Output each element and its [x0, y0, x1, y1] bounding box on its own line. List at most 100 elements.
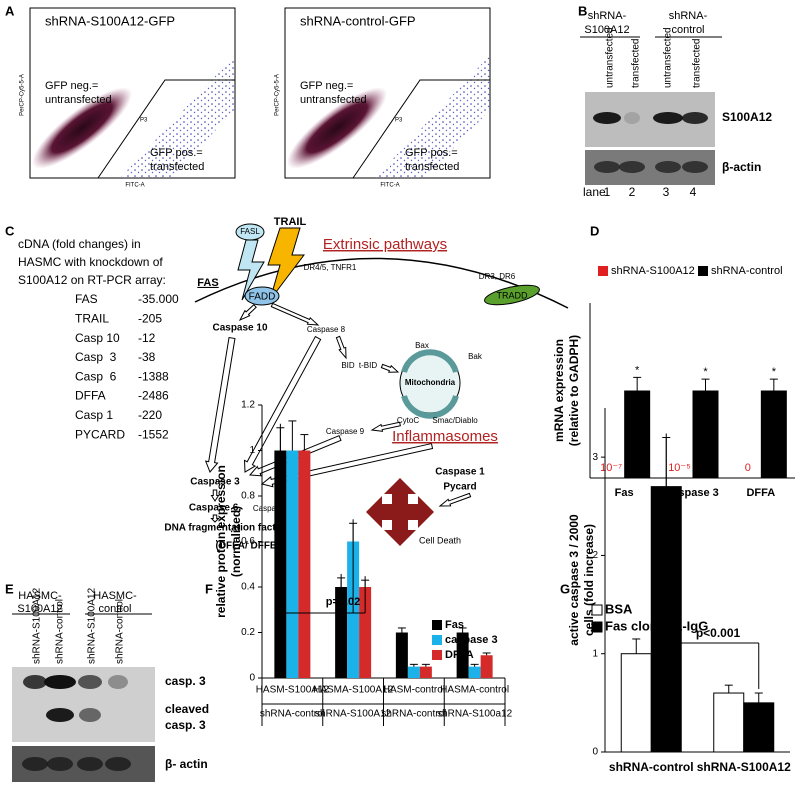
- gate: [352, 79, 490, 179]
- annotation: transfected: [150, 161, 204, 173]
- x-tick-label: shRNA-control: [381, 709, 446, 720]
- gene: Casp 10: [75, 331, 120, 345]
- annotation: GFP pos.=: [405, 147, 458, 159]
- band: [594, 161, 620, 173]
- legend-label: Fas clone 11-IgG: [605, 618, 708, 633]
- bar: [468, 666, 481, 678]
- pathway-label: Pycard: [443, 482, 476, 493]
- x-tick-label: Fas: [615, 487, 634, 499]
- legend-label: caspase 3: [445, 634, 498, 646]
- panel-label: E: [5, 581, 14, 596]
- arrow: [210, 514, 220, 523]
- positive-events: [120, 55, 235, 178]
- pathway-label: FADD: [249, 292, 276, 303]
- group-label: S100A12: [17, 603, 62, 615]
- bar: [713, 692, 745, 753]
- y-tick-label: 0: [249, 673, 255, 684]
- mito-cycle: [401, 349, 459, 373]
- group-label: HASMC-: [18, 590, 62, 602]
- lane-label: untransfected: [605, 27, 616, 88]
- band-label: β-actin: [722, 160, 761, 174]
- band: [682, 161, 708, 173]
- bar: [620, 653, 652, 753]
- panel-label: C: [5, 223, 15, 238]
- band-label: casp. 3: [165, 718, 206, 732]
- legend-swatch: [591, 604, 603, 616]
- gene: TRAIL: [75, 311, 109, 325]
- fold-change: -38: [138, 350, 156, 364]
- x-tick-label: HASM-control: [383, 685, 445, 696]
- y-axis-label: (relative to GADPH): [567, 335, 581, 446]
- negative-events: [31, 87, 133, 169]
- bar: [419, 666, 432, 678]
- arrow: [210, 489, 220, 502]
- negative-events: [286, 87, 388, 169]
- bar: [480, 655, 493, 678]
- gate-label: P3: [395, 118, 403, 124]
- lane-label: transfected: [631, 39, 642, 88]
- pathway-label: Mitochondria: [405, 378, 456, 387]
- pathway-label: t-BID: [359, 361, 377, 370]
- legend-label: BSA: [605, 601, 633, 616]
- arrow: [204, 336, 236, 473]
- fold-change: -12: [138, 331, 156, 345]
- band: [105, 757, 131, 771]
- arrow: [238, 304, 257, 322]
- annotation: *: [635, 364, 640, 376]
- arrow: [335, 335, 347, 360]
- pathway-label: FASL: [240, 227, 260, 236]
- fold-change: -220: [138, 408, 162, 422]
- band: [44, 675, 76, 689]
- lane-label: shRNA-control: [115, 599, 126, 664]
- array-header: S100A12 on RT-PCR array:: [18, 273, 166, 287]
- fasl-bolt: [237, 239, 265, 301]
- band: [46, 708, 74, 722]
- arrow: [243, 335, 322, 473]
- band: [624, 112, 640, 124]
- gene: Casp 1: [75, 408, 113, 422]
- annotation: untransfected: [45, 94, 112, 106]
- bar: [335, 587, 348, 678]
- gate: [97, 79, 235, 179]
- x-tick-label: HASMA-S100A12: [313, 685, 393, 696]
- y-tick-label: 2: [592, 550, 598, 561]
- band: [682, 112, 708, 124]
- y-tick-label: 0.8: [241, 491, 255, 502]
- plot-title: shRNA-control-GFP: [300, 13, 416, 28]
- legend-swatch: [598, 266, 608, 276]
- bar: [407, 666, 420, 678]
- panel-label: F: [205, 581, 213, 596]
- y-tick-label: 1: [592, 648, 598, 659]
- y-axis-label: (normalized): [229, 506, 243, 577]
- pathway-label: Caspase 1: [435, 467, 485, 478]
- arrow: [438, 492, 472, 507]
- group-label: shRNA-: [588, 10, 627, 22]
- bar: [298, 450, 311, 678]
- pathway-label: FAS: [197, 277, 218, 289]
- pathway-label: Caspase 6,: [189, 503, 241, 514]
- arrow: [380, 363, 400, 373]
- lane-label: untransfected: [663, 27, 674, 88]
- y-axis-label: relative protein expression: [214, 465, 228, 618]
- fasl: [235, 223, 265, 241]
- legend-swatch: [591, 621, 603, 633]
- y-tick-label: 1: [249, 445, 255, 456]
- band-label: β- actin: [165, 757, 208, 771]
- x-tick-label: HASMA-control: [440, 685, 509, 696]
- tradd: [484, 284, 540, 306]
- annotation: untransfected: [300, 94, 367, 106]
- bar: [624, 390, 651, 478]
- group-label: S100A12: [584, 24, 629, 36]
- gene: Casp 6: [75, 369, 117, 383]
- fadd: [244, 286, 280, 306]
- bar: [743, 702, 775, 753]
- annotation: transfected: [405, 161, 459, 173]
- band: [653, 112, 683, 124]
- y-axis-label: mRNA expression: [552, 339, 566, 442]
- annotation: p=0.02: [326, 596, 361, 608]
- panel-label: G: [560, 581, 570, 596]
- bar: [760, 390, 787, 478]
- axis-label: PerCP-Cy5-5-A: [20, 74, 26, 116]
- pathway-label: TRAIL: [274, 216, 307, 228]
